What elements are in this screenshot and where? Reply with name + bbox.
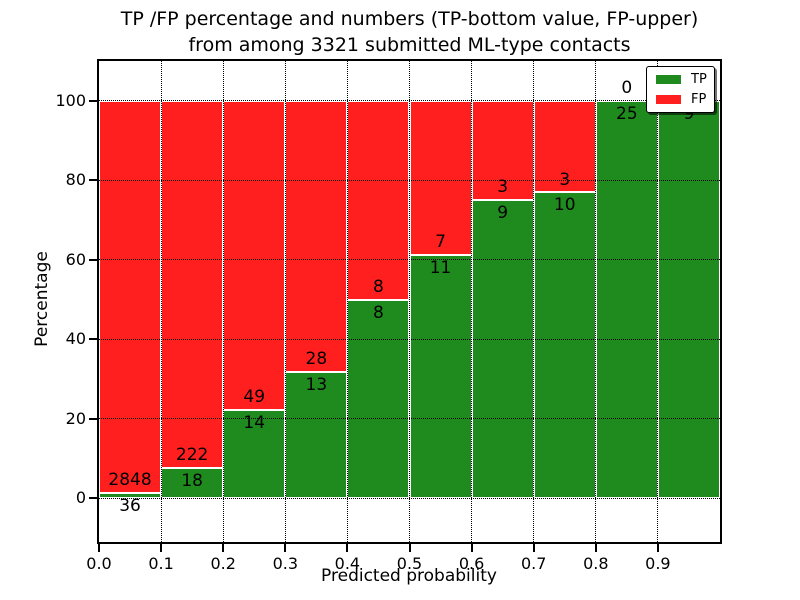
fp-count-label-7: 3 <box>559 169 571 190</box>
x-axis-label: Predicted probability <box>321 566 497 586</box>
bar-segment-tp-4 <box>347 299 410 499</box>
bar-segment-tp-8 <box>595 100 658 499</box>
fp-count-label-3: 28 <box>305 349 328 370</box>
legend-tp-swatch-icon <box>656 75 681 84</box>
legend-tp-label: TP <box>691 71 707 87</box>
y-tick-80 <box>89 179 97 182</box>
bar-segment-fp-1 <box>161 100 224 469</box>
gridline-v-0.7 <box>533 61 535 542</box>
bar-segment-fp-6 <box>471 100 534 201</box>
fp-count-label-0: 2848 <box>108 470 152 491</box>
legend-item-fp: FP <box>656 91 714 107</box>
x-tick-0.2 <box>222 544 225 552</box>
gridline-v-0.4 <box>346 61 348 542</box>
legend: TP FP <box>646 66 715 113</box>
x-tick-label-0.2: 0.2 <box>210 554 236 573</box>
plot-area: 2848362221849142813887113931002509 <box>97 59 722 544</box>
fp-count-label-4: 8 <box>373 276 384 297</box>
legend-fp-label: FP <box>691 91 707 107</box>
y-tick-label-80: 80 <box>65 170 86 190</box>
bar-segment-tp-7 <box>533 192 596 499</box>
tp-count-label-9: 9 <box>683 103 695 124</box>
x-tick-label-0.8: 0.8 <box>583 554 609 573</box>
fp-count-label-1: 222 <box>175 445 209 466</box>
y-tick-label-60: 60 <box>65 249 86 269</box>
fp-count-label-5: 7 <box>435 232 446 253</box>
x-tick-label-0.4: 0.4 <box>334 554 361 573</box>
chart-title-line1: TP /FP percentage and numbers (TP-bottom… <box>120 8 699 30</box>
bar-segment-tp-6 <box>471 200 534 499</box>
chart-title-line2: from among 3321 submitted ML-type contac… <box>188 34 631 56</box>
x-tick-0.1 <box>160 544 163 552</box>
fp-count-label-6: 3 <box>497 177 509 198</box>
gridline-v-0.9 <box>657 61 659 542</box>
gridline-v-0.2 <box>222 61 224 542</box>
fp-count-label-8: 0 <box>621 77 633 98</box>
tp-count-label-6: 9 <box>497 203 509 224</box>
x-tick-0.5 <box>408 544 411 552</box>
x-tick-0.6 <box>470 544 473 552</box>
x-tick-label-0.1: 0.1 <box>148 554 174 573</box>
y-tick-40 <box>89 338 97 341</box>
x-tick-label-0.5: 0.5 <box>396 554 423 573</box>
x-tick-label-0.3: 0.3 <box>272 554 299 573</box>
y-tick-100 <box>89 99 97 102</box>
x-tick-0.9 <box>656 544 659 552</box>
bar-segment-tp-9 <box>657 100 720 499</box>
bar-segment-tp-1 <box>161 468 224 499</box>
x-tick-0.0 <box>98 544 100 552</box>
bar-segment-fp-0 <box>99 100 162 494</box>
bar-segment-tp-0 <box>99 493 162 499</box>
chart-title: TP /FP percentage and numbers (TP-bottom… <box>99 6 720 58</box>
x-tick-0.7 <box>532 544 535 552</box>
legend-fp-swatch-icon <box>656 95 681 104</box>
x-tick-label-0.6: 0.6 <box>458 554 485 573</box>
gridline-v-0.3 <box>284 61 286 542</box>
legend-item-tp: TP <box>656 71 714 87</box>
x-tick-0.4 <box>346 544 349 552</box>
y-tick-label-40: 40 <box>65 329 86 349</box>
x-tick-0.3 <box>284 544 287 552</box>
bar-segment-tp-2 <box>223 409 286 499</box>
bar-segment-fp-4 <box>347 100 410 300</box>
tp-count-label-5: 11 <box>429 258 452 279</box>
x-tick-label-0.0: 0.0 <box>86 554 112 573</box>
x-tick-label-0.9: 0.9 <box>645 554 671 573</box>
tp-count-label-8: 25 <box>616 103 638 124</box>
gridline-v-0.8 <box>595 61 597 542</box>
gridline-v-0.5 <box>409 61 410 542</box>
tp-count-label-3: 13 <box>305 375 328 396</box>
tp-count-label-2: 14 <box>243 412 266 433</box>
y-tick-label-20: 20 <box>65 408 86 428</box>
x-tick-0.8 <box>594 544 597 552</box>
tp-count-label-0: 36 <box>119 496 141 517</box>
gridline-v-0.6 <box>471 61 473 542</box>
tp-count-label-4: 8 <box>373 302 384 323</box>
bar-segment-fp-2 <box>223 100 286 410</box>
fp-count-label-2: 49 <box>243 386 266 407</box>
y-tick-60 <box>89 258 97 261</box>
tp-count-label-1: 18 <box>181 471 203 492</box>
y-tick-0 <box>89 497 97 500</box>
gridline-v-0.1 <box>160 61 162 542</box>
x-tick-label-0.7: 0.7 <box>520 554 547 573</box>
bar-segment-fp-3 <box>285 100 348 373</box>
tp-count-label-7: 10 <box>553 195 576 216</box>
bar-segment-tp-3 <box>285 372 348 499</box>
y-tick-label-0: 0 <box>75 488 86 508</box>
y-tick-label-100: 100 <box>55 90 86 110</box>
bar-segment-tp-5 <box>409 255 472 499</box>
y-tick-20 <box>89 417 97 420</box>
bar-segment-fp-7 <box>533 100 596 193</box>
bar-segment-fp-5 <box>409 100 472 256</box>
